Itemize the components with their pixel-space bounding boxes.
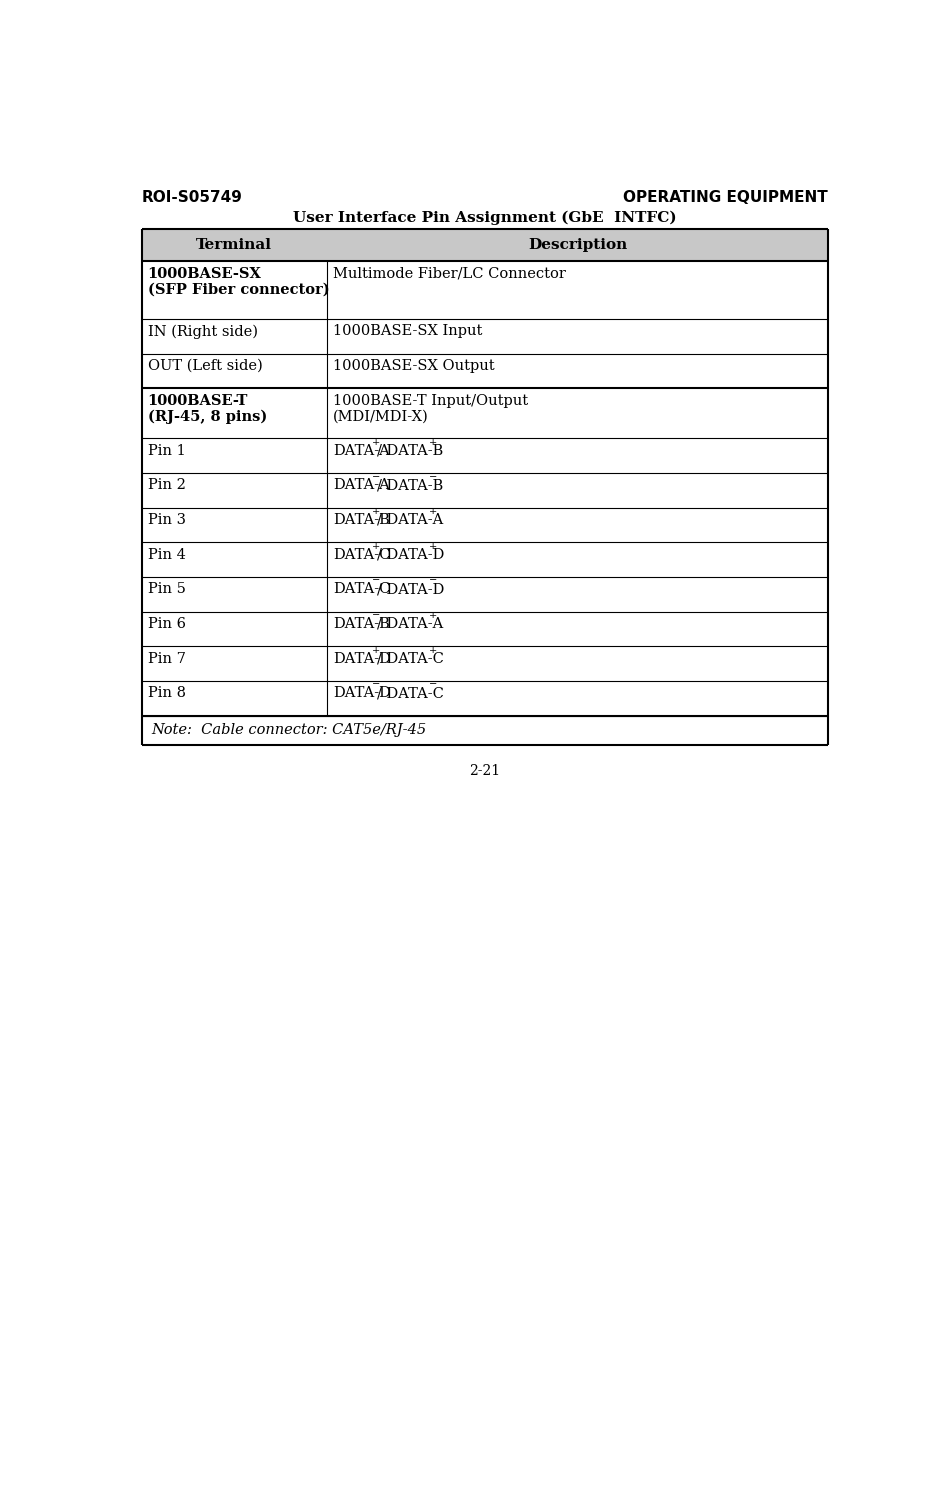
Text: Pin 1: Pin 1 xyxy=(148,443,185,458)
Text: / DATA-B: / DATA-B xyxy=(377,478,443,493)
Text: +: + xyxy=(372,437,380,446)
Text: +: + xyxy=(429,612,437,621)
Text: Pin 4: Pin 4 xyxy=(148,547,185,562)
Text: 1000BASE-T Input/Output
(MDI/MDI-X): 1000BASE-T Input/Output (MDI/MDI-X) xyxy=(333,394,528,424)
Bar xyxy=(142,228,828,262)
Text: Pin 7: Pin 7 xyxy=(148,652,185,666)
Text: IN (Right side): IN (Right side) xyxy=(148,325,257,338)
Text: ROI-S05749: ROI-S05749 xyxy=(142,191,242,206)
Text: DATA-A: DATA-A xyxy=(333,478,390,493)
Text: Multimode Fiber/LC Connector: Multimode Fiber/LC Connector xyxy=(333,266,566,281)
Text: Terminal: Terminal xyxy=(196,237,272,253)
Text: 1000BASE-T
(RJ-45, 8 pins): 1000BASE-T (RJ-45, 8 pins) xyxy=(148,394,267,424)
Text: Description: Description xyxy=(528,237,627,253)
Text: Pin 8: Pin 8 xyxy=(148,687,185,700)
Text: −: − xyxy=(372,472,380,481)
Text: DATA-C: DATA-C xyxy=(333,547,391,562)
Text: +: + xyxy=(372,646,380,655)
Text: −: − xyxy=(429,681,437,690)
Text: −: − xyxy=(372,577,380,586)
Text: DATA-D: DATA-D xyxy=(333,687,391,700)
Text: −: − xyxy=(429,577,437,586)
Text: +: + xyxy=(372,541,380,550)
Text: 2-21: 2-21 xyxy=(469,764,500,779)
Text: 1000BASE-SX Input: 1000BASE-SX Input xyxy=(333,325,482,338)
Text: 1000BASE-SX
(SFP Fiber connector): 1000BASE-SX (SFP Fiber connector) xyxy=(148,266,329,296)
Text: −: − xyxy=(372,612,380,621)
Text: DATA-B: DATA-B xyxy=(333,513,390,528)
Text: +: + xyxy=(429,541,437,550)
Text: / DATA-A: / DATA-A xyxy=(377,616,443,631)
Text: / DATA-D: / DATA-D xyxy=(377,582,444,597)
Text: OPERATING EQUIPMENT: OPERATING EQUIPMENT xyxy=(623,191,828,206)
Text: 1000BASE-SX Output: 1000BASE-SX Output xyxy=(333,359,495,373)
Text: +: + xyxy=(429,507,437,516)
Text: DATA-D: DATA-D xyxy=(333,652,391,666)
Text: −: − xyxy=(429,472,437,481)
Text: Pin 5: Pin 5 xyxy=(148,582,185,597)
Text: Pin 3: Pin 3 xyxy=(148,513,185,528)
Text: / DATA-C: / DATA-C xyxy=(377,652,444,666)
Text: / DATA-B: / DATA-B xyxy=(377,443,443,458)
Text: / DATA-D: / DATA-D xyxy=(377,547,444,562)
Text: Pin 6: Pin 6 xyxy=(148,616,185,631)
Text: DATA-A: DATA-A xyxy=(333,443,390,458)
Text: DATA-C: DATA-C xyxy=(333,582,391,597)
Text: +: + xyxy=(429,646,437,655)
Text: +: + xyxy=(372,507,380,516)
Text: / DATA-C: / DATA-C xyxy=(377,687,444,700)
Text: +: + xyxy=(429,437,437,446)
Text: User Interface Pin Assignment (GbE  INTFC): User Interface Pin Assignment (GbE INTFC… xyxy=(293,210,676,225)
Text: DATA-B: DATA-B xyxy=(333,616,390,631)
Text: / DATA-A: / DATA-A xyxy=(377,513,443,528)
Text: −: − xyxy=(372,681,380,690)
Text: Pin 2: Pin 2 xyxy=(148,478,185,493)
Text: Note:  Cable connector: CAT5e/RJ-45: Note: Cable connector: CAT5e/RJ-45 xyxy=(150,723,426,736)
Text: OUT (Left side): OUT (Left side) xyxy=(148,359,262,373)
